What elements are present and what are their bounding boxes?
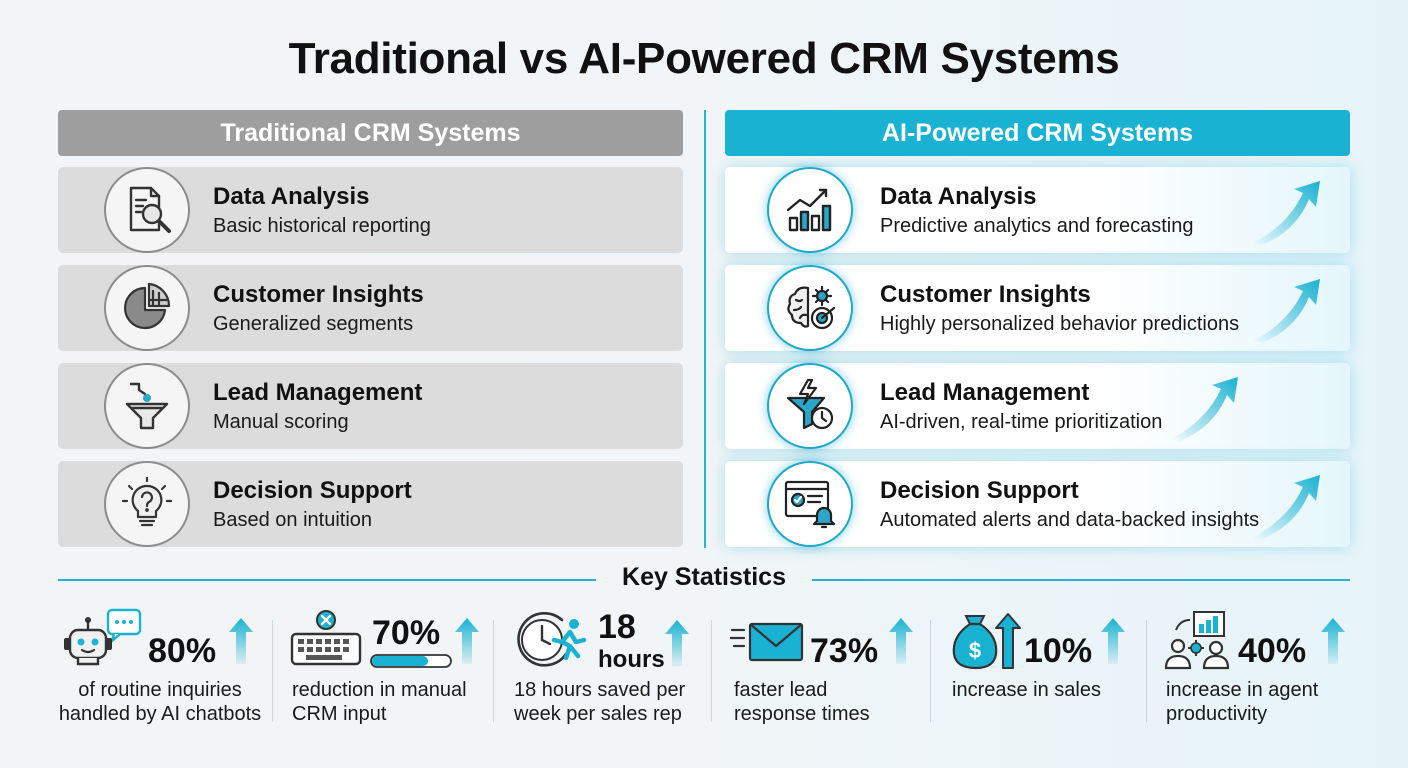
ai-row-customer-insights: Customer Insights Highly personalized be… [725,265,1350,351]
growth-arrow-icon [1253,279,1320,343]
stat-value: 73% [810,632,879,670]
ai-row-lead-management: Lead Management AI-driven, real-time pri… [725,363,1350,449]
lightbulb-question-icon [104,461,190,547]
stat-desc: reduction in manual CRM input [292,679,467,725]
stat-separator [1146,620,1147,722]
money-bag-icon: $ [952,613,1021,670]
stat-separator [493,620,494,722]
stat-lead-response: 73% faster lead response times [730,606,920,726]
row-title: Customer Insights [880,281,1091,308]
dashboard-bell-icon [767,461,853,547]
stat-chatbot: 80% of routine inquiries handled by AI ch… [50,606,270,726]
traditional-row-lead-management: Lead Management Manual scoring [58,363,683,449]
row-title: Lead Management [880,379,1090,406]
up-arrow-icon [665,620,689,666]
funnel-icon [104,363,190,449]
fast-envelope-icon [730,622,804,662]
up-arrow-icon [1101,618,1125,664]
up-arrow-icon [889,618,913,664]
stat-manual-input: 70% reduction in manual CRM input [290,606,490,726]
report-magnifier-icon [104,167,190,253]
row-desc: Highly personalized behavior predictions [880,313,1240,335]
up-arrow-icon [229,618,253,664]
stat-separator [272,620,273,722]
row-title: Customer Insights [213,281,424,308]
growth-arrow-icon [1253,181,1320,245]
pie-chart-icon [104,265,190,351]
stats-divider-left [58,579,596,581]
row-title: Decision Support [213,477,412,504]
row-desc: Manual scoring [213,411,349,433]
stat-separator [930,620,931,722]
stat-desc: faster lead response times [734,679,870,725]
stat-desc: of routine inquiries handled by AI chatbo… [58,679,262,725]
stat-desc: 18 hours saved per week per sales rep [514,679,686,725]
clock-runner-icon [517,612,587,667]
row-desc: AI-driven, real-time prioritization [880,411,1163,433]
bar-chart-trend-icon [767,167,853,253]
row-desc: Automated alerts and data-backed insight… [880,509,1260,531]
growth-arrow-icon [1171,377,1238,441]
ai-header: AI-Powered CRM Systems [725,110,1350,156]
traditional-header: Traditional CRM Systems [58,110,683,156]
keyboard-cancel-icon [290,610,362,666]
stat-desc: increase in sales [952,679,1101,701]
progress-bar [370,654,452,668]
stat-separator [711,620,712,722]
stat-hours-saved: 18 hours 18 hours saved per week per sale… [512,606,702,726]
row-desc: Based on intuition [213,509,373,531]
stat-value: 40% [1238,632,1307,670]
stat-value: 80% [148,632,217,670]
column-divider [704,110,706,548]
team-chart-icon [1164,611,1230,670]
stat-value: 10% [1024,632,1093,670]
row-title: Lead Management [213,379,423,406]
up-arrow-icon [455,618,479,664]
row-title: Data Analysis [880,183,1037,210]
traditional-row-data-analysis: Data Analysis Basic historical reporting [58,167,683,253]
stat-desc: increase in agent productivity [1166,679,1319,725]
row-desc: Predictive analytics and forecasting [880,215,1194,237]
up-arrow-icon [1321,618,1345,664]
row-desc: Generalized segments [213,313,414,335]
stat-value: 18 [598,608,636,646]
growth-arrow-icon [1253,475,1320,539]
ai-row-data-analysis: Data Analysis Predictive analytics and f… [725,167,1350,253]
stats-divider-right [812,579,1350,581]
stat-unit: hours [598,646,665,673]
row-desc: Basic historical reporting [213,215,431,237]
chatbot-icon [64,608,142,666]
row-title: Data Analysis [213,183,370,210]
page-title: Traditional vs AI-Powered CRM Systems [288,34,1120,83]
row-title: Decision Support [880,477,1079,504]
ai-row-decision-support: Decision Support Automated alerts and da… [725,461,1350,547]
svg-text:$: $ [969,638,981,663]
stats-title: Key Statistics [622,563,786,591]
stat-productivity: 40% increase in agent productivity [1164,606,1364,726]
stat-value: 70% [372,614,441,652]
traditional-row-customer-insights: Customer Insights Generalized segments [58,265,683,351]
brain-gear-target-icon [767,265,853,351]
traditional-row-decision-support: Decision Support Based on intuition [58,461,683,547]
lightning-funnel-clock-icon [767,363,853,449]
stat-sales: $ 10% increase in sales [950,606,1140,726]
